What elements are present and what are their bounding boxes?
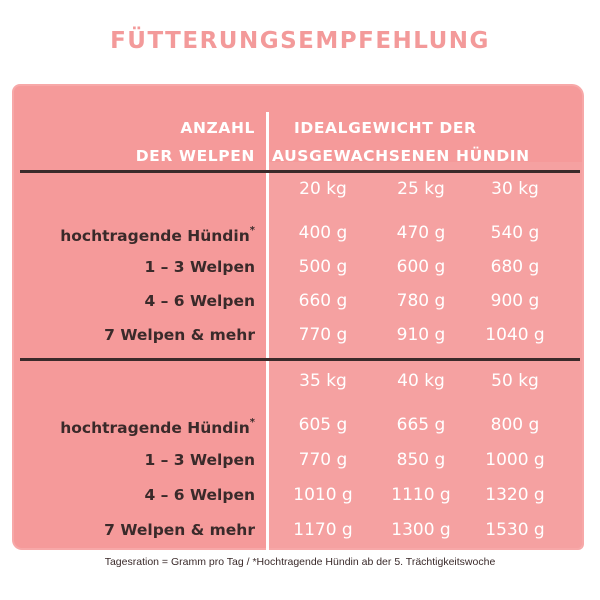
ration-value-cell: 1000 g xyxy=(485,450,545,470)
ration-value-cell: 470 g xyxy=(396,223,446,243)
ration-value-cell: 850 g xyxy=(396,450,446,470)
header-divider xyxy=(20,170,580,173)
row-label-text: 1 – 3 Welpen xyxy=(144,451,255,469)
row-label-text: 4 – 6 Welpen xyxy=(144,292,255,310)
row-label-text: 1 – 3 Welpen xyxy=(144,258,255,276)
ration-value-cell: 910 g xyxy=(396,325,446,345)
ration-value-cell: 680 g xyxy=(490,257,540,277)
row-label: 1 – 3 Welpen xyxy=(0,255,255,279)
header-left-line2: DER WELPEN xyxy=(135,147,255,165)
ration-value-cell: 1530 g xyxy=(485,520,545,540)
ration-value-cell: 780 g xyxy=(396,291,446,311)
ration-value-cell: 500 g xyxy=(298,257,348,277)
weight-header-cell: 25 kg xyxy=(397,179,445,199)
section-divider xyxy=(20,358,580,361)
header-right-line2: AUSGEWACHSENEN HÜNDIN xyxy=(272,147,530,165)
ration-value-cell: 540 g xyxy=(490,223,540,243)
row-label-text: hochtragende Hündin xyxy=(60,227,250,246)
row-label: 7 Welpen & mehr xyxy=(0,518,255,542)
header-right-line1: IDEALGEWICHT DER xyxy=(294,119,477,137)
ration-value-cell: 770 g xyxy=(298,325,348,345)
row-label: 1 – 3 Welpen xyxy=(0,448,255,472)
ration-value-cell: 400 g xyxy=(298,223,348,243)
weight-header-cell: 20 kg xyxy=(299,179,347,199)
row-label-text: 7 Welpen & mehr xyxy=(104,326,255,344)
footnote-marker: * xyxy=(249,225,255,236)
row-label-text: 4 – 6 Welpen xyxy=(144,486,255,504)
ration-value-cell: 600 g xyxy=(396,257,446,277)
ration-value-cell: 800 g xyxy=(490,415,540,435)
weight-header-cell: 40 kg xyxy=(397,371,445,391)
footnote-marker: * xyxy=(249,417,255,428)
weight-header-cell: 30 kg xyxy=(491,179,539,199)
footer-note: Tagesration = Gramm pro Tag / *Hochtrage… xyxy=(104,556,496,568)
header-left-line1: ANZAHL xyxy=(180,119,255,137)
row-label: hochtragende Hündin* xyxy=(0,221,255,248)
ration-value-cell: 1040 g xyxy=(485,325,545,345)
ration-value-cell: 1170 g xyxy=(293,520,353,540)
ration-value-cell: 665 g xyxy=(396,415,446,435)
row-label-text: 7 Welpen & mehr xyxy=(104,521,255,539)
header-puppy-count: ANZAHL DER WELPEN xyxy=(35,114,255,170)
row-label: hochtragende Hündin* xyxy=(0,413,255,440)
feeding-table-panel xyxy=(14,86,582,548)
row-label: 4 – 6 Welpen xyxy=(0,483,255,507)
ration-value-cell: 900 g xyxy=(490,291,540,311)
ration-value-cell: 770 g xyxy=(298,450,348,470)
weight-header-cell: 35 kg xyxy=(299,371,347,391)
ration-value-cell: 605 g xyxy=(298,415,348,435)
row-label: 4 – 6 Welpen xyxy=(0,289,255,313)
row-label: 7 Welpen & mehr xyxy=(0,323,255,347)
ration-value-cell: 1110 g xyxy=(391,485,451,505)
row-label-text: hochtragende Hündin xyxy=(60,419,250,438)
weight-header-cell: 50 kg xyxy=(491,371,539,391)
ration-value-cell: 1300 g xyxy=(391,520,451,540)
ration-value-cell: 1010 g xyxy=(293,485,353,505)
page-title: FÜTTERUNGSEMPFEHLUNG xyxy=(110,28,490,54)
header-ideal-weight: IDEALGEWICHT DER AUSGEWACHSENEN HÜNDIN xyxy=(272,114,572,170)
column-divider xyxy=(266,112,269,552)
ration-value-cell: 660 g xyxy=(298,291,348,311)
ration-value-cell: 1320 g xyxy=(485,485,545,505)
